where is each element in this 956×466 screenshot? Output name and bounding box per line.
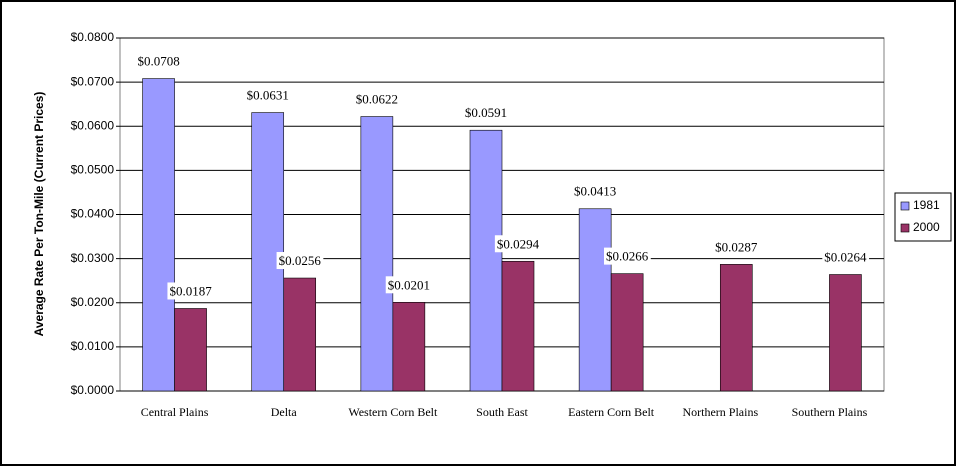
data-label-bg [167, 282, 215, 300]
x-tick-label: Northern Plains [682, 405, 759, 419]
y-tick-label: $0.0700 [71, 74, 115, 88]
data-label: $0.0201 [388, 277, 430, 292]
x-tick-label: South East [476, 405, 528, 419]
bar [719, 264, 753, 392]
y-tick-label: $0.0300 [71, 251, 115, 265]
legend-swatch [900, 223, 910, 233]
x-tick-label: Delta [270, 405, 297, 419]
bar [174, 308, 207, 392]
data-label-bg [353, 90, 400, 108]
data-label-bg [822, 248, 870, 266]
data-label-bg [572, 182, 619, 200]
bar [610, 273, 644, 392]
x-tick-label: Eastern Corn Belt [568, 405, 655, 419]
legend-label: 1981 [913, 198, 940, 212]
y-tick-label: $0.0200 [71, 295, 115, 309]
x-tick-label: Central Plains [140, 405, 209, 419]
bar [578, 208, 612, 392]
bar [501, 260, 535, 392]
legend-box [894, 192, 952, 242]
x-tick-label: Western Corn Belt [348, 405, 438, 419]
data-label: $0.0264 [824, 249, 867, 264]
bar [829, 274, 862, 392]
bar [142, 78, 175, 392]
data-label-bg [494, 235, 542, 253]
bar [360, 116, 394, 392]
y-tick-label: $0.0000 [71, 383, 115, 397]
legend-swatch [900, 201, 910, 211]
y-tick-label: $0.0600 [71, 118, 115, 132]
data-label-bg [462, 104, 510, 122]
bar [469, 129, 503, 392]
data-label-bg [244, 86, 291, 104]
data-label-bg [135, 52, 182, 70]
legend-label: 2000 [913, 220, 940, 234]
data-label-bg [276, 252, 324, 270]
bar [392, 302, 426, 392]
data-label: $0.0256 [279, 253, 322, 268]
data-label: $0.0708 [137, 54, 179, 69]
data-label: $0.0591 [465, 105, 507, 120]
data-label-bg [604, 247, 651, 265]
data-label-bg [385, 276, 432, 294]
data-label: $0.0187 [169, 283, 212, 298]
y-tick-label: $0.0400 [71, 207, 115, 221]
data-label-bg [713, 238, 760, 256]
y-tick-label: $0.0800 [71, 30, 115, 44]
data-label: $0.0266 [606, 249, 649, 264]
bar [251, 112, 285, 392]
data-label: $0.0287 [715, 239, 758, 254]
data-label: $0.0294 [497, 236, 540, 251]
data-label: $0.0631 [247, 88, 289, 103]
x-tick-label: Southern Plains [791, 405, 868, 419]
bar [283, 277, 317, 392]
y-tick-label: $0.0100 [71, 339, 115, 353]
y-axis-title: Average Rate Per Ton-Mile (Current Price… [32, 92, 46, 337]
data-label: $0.0413 [574, 184, 616, 199]
data-label: $0.0622 [356, 92, 398, 107]
y-tick-label: $0.0500 [71, 163, 115, 177]
